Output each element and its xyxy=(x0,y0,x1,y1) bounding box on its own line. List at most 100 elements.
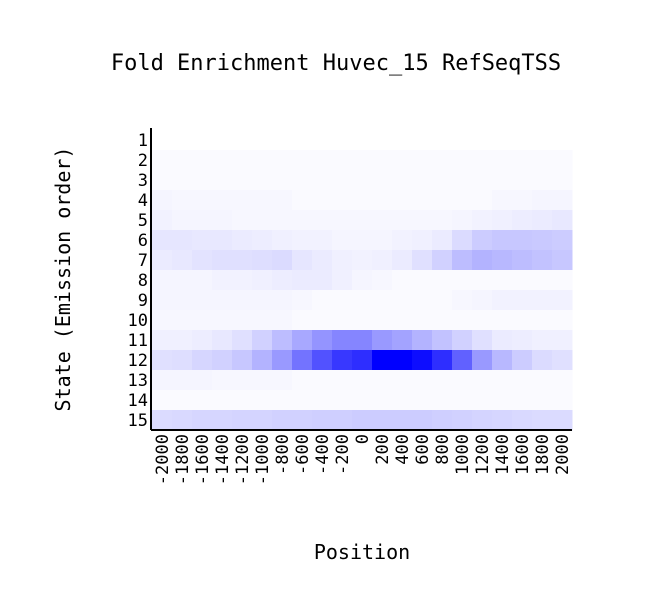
y-tick-label: 5 xyxy=(138,211,148,231)
heatmap-cell xyxy=(432,150,453,171)
heatmap-cell xyxy=(412,310,433,331)
x-tick-label: -1400 xyxy=(213,434,233,485)
heatmap-cell xyxy=(352,390,373,411)
heatmap-cell xyxy=(252,390,273,411)
heatmap-cell xyxy=(372,190,393,211)
heatmap-cell xyxy=(332,290,353,311)
heatmap-cell xyxy=(432,350,453,371)
heatmap-cell xyxy=(312,350,333,371)
heatmap-cell xyxy=(512,250,533,271)
heatmap-cell xyxy=(412,130,433,151)
heatmap-cell xyxy=(332,390,353,411)
heatmap-cell xyxy=(332,350,353,371)
heatmap-cell xyxy=(352,350,373,371)
heatmap-cell xyxy=(392,150,413,171)
heatmap-cell xyxy=(192,330,213,351)
heatmap-cell xyxy=(312,190,333,211)
heatmap-cell xyxy=(212,190,233,211)
heatmap-cell xyxy=(152,330,173,351)
heatmap-cell xyxy=(492,310,513,331)
heatmap-cell xyxy=(292,410,313,431)
heatmap-cell xyxy=(252,190,273,211)
heatmap-cell xyxy=(352,270,373,291)
x-tick-label: 2000 xyxy=(553,434,573,475)
heatmap-cell xyxy=(172,130,193,151)
x-tick-label: -800 xyxy=(273,434,293,475)
heatmap-cell xyxy=(332,270,353,291)
heatmap-cell xyxy=(552,370,573,391)
heatmap-cell xyxy=(372,230,393,251)
heatmap-cell xyxy=(272,310,293,331)
heatmap-cell xyxy=(292,150,313,171)
heatmap-cell xyxy=(452,150,473,171)
heatmap-cell xyxy=(432,130,453,151)
heatmap-cell xyxy=(492,390,513,411)
heatmap-cell xyxy=(432,310,453,331)
x-tick-label: 200 xyxy=(373,434,393,465)
heatmap-cell xyxy=(212,270,233,291)
heatmap-cell xyxy=(492,330,513,351)
heatmap-cell xyxy=(192,270,213,291)
x-tick-label: -1800 xyxy=(173,434,193,485)
heatmap-cell xyxy=(472,130,493,151)
heatmap-cell xyxy=(352,290,373,311)
heatmap-cell xyxy=(272,150,293,171)
heatmap-cell xyxy=(272,370,293,391)
heatmap-cell xyxy=(512,150,533,171)
heatmap-cell xyxy=(392,250,413,271)
heatmap-cell xyxy=(352,170,373,191)
heatmap-cell xyxy=(412,370,433,391)
x-tick-label: 600 xyxy=(413,434,433,465)
heatmap-cell xyxy=(512,410,533,431)
heatmap-cell xyxy=(532,230,553,251)
heatmap-cell xyxy=(252,230,273,251)
heatmap-cell xyxy=(312,290,333,311)
heatmap-cell xyxy=(532,250,553,271)
heatmap-cell xyxy=(212,410,233,431)
heatmap-cell xyxy=(352,250,373,271)
heatmap-cell xyxy=(312,170,333,191)
heatmap-cell xyxy=(512,270,533,291)
heatmap-cell xyxy=(252,410,273,431)
heatmap-cell xyxy=(532,350,553,371)
heatmap-cell xyxy=(432,390,453,411)
heatmap-cell xyxy=(312,410,333,431)
heatmap-cell xyxy=(432,190,453,211)
heatmap-cell xyxy=(192,150,213,171)
heatmap-cell xyxy=(452,190,473,211)
heatmap-cell xyxy=(372,390,393,411)
heatmap-cell xyxy=(232,190,253,211)
heatmap-cell xyxy=(472,270,493,291)
heatmap-cell xyxy=(292,190,313,211)
heatmap-cell xyxy=(292,170,313,191)
heatmap-cell xyxy=(252,350,273,371)
heatmap-cell xyxy=(452,170,473,191)
heatmap-cell xyxy=(192,310,213,331)
heatmap-cell xyxy=(472,330,493,351)
heatmap-cell xyxy=(532,310,553,331)
heatmap-cell xyxy=(172,330,193,351)
heatmap-cell xyxy=(472,290,493,311)
heatmap-cell xyxy=(512,350,533,371)
heatmap-cell xyxy=(412,230,433,251)
heatmap-cell xyxy=(172,150,193,171)
y-tick-label: 13 xyxy=(128,371,148,391)
heatmap-cell xyxy=(392,310,413,331)
heatmap-cell xyxy=(472,350,493,371)
heatmap-cell xyxy=(232,310,253,331)
heatmap-cell xyxy=(372,170,393,191)
heatmap-cell xyxy=(172,410,193,431)
y-tick-label: 11 xyxy=(128,331,148,351)
heatmap-cell xyxy=(472,310,493,331)
heatmap-cell xyxy=(152,350,173,371)
heatmap-cell xyxy=(172,270,193,291)
heatmap-cell xyxy=(372,130,393,151)
heatmap-cell xyxy=(472,230,493,251)
heatmap-cell xyxy=(372,410,393,431)
heatmap-cell xyxy=(212,370,233,391)
heatmap-cell xyxy=(532,130,553,151)
heatmap-cell xyxy=(452,370,473,391)
heatmap-cell xyxy=(152,410,173,431)
heatmap-cell xyxy=(392,270,413,291)
